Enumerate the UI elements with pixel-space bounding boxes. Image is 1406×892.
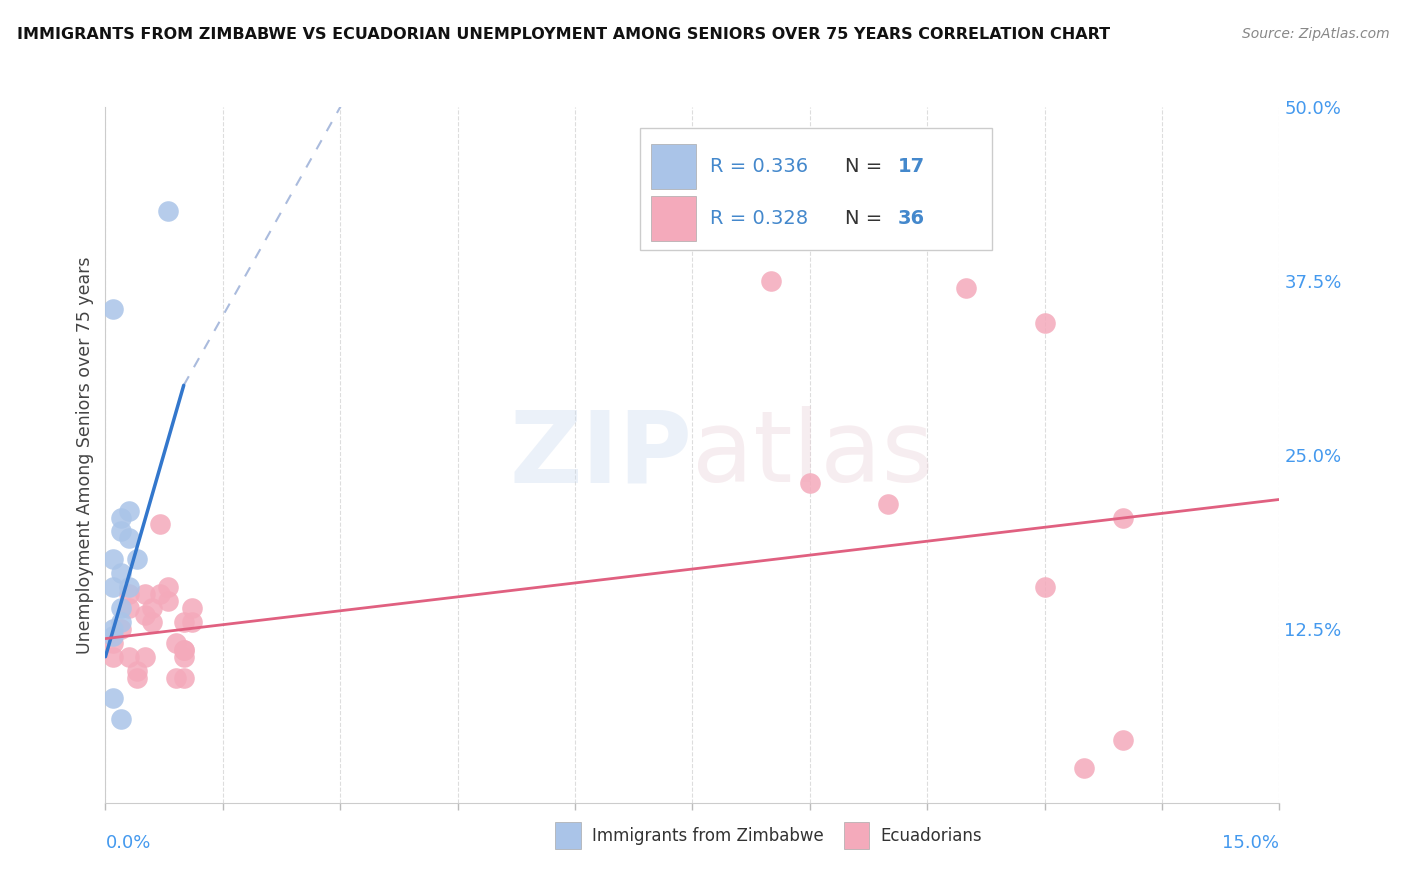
- Point: [799, 475, 821, 490]
- Point: [141, 615, 163, 629]
- Point: [110, 524, 132, 539]
- Text: 17: 17: [898, 157, 925, 176]
- Point: [759, 274, 782, 288]
- Point: [180, 615, 202, 629]
- Point: [103, 649, 125, 664]
- Point: [103, 622, 125, 636]
- Point: [180, 601, 202, 615]
- Point: [110, 601, 132, 615]
- Point: [157, 594, 180, 608]
- Point: [157, 580, 180, 594]
- Point: [165, 671, 187, 685]
- Point: [173, 649, 195, 664]
- Point: [141, 601, 163, 615]
- Text: Source: ZipAtlas.com: Source: ZipAtlas.com: [1241, 27, 1389, 41]
- Text: R = 0.328: R = 0.328: [710, 209, 808, 227]
- Point: [118, 601, 141, 615]
- Text: Ecuadorians: Ecuadorians: [880, 827, 981, 845]
- Point: [125, 552, 148, 566]
- Point: [118, 532, 141, 546]
- Y-axis label: Unemployment Among Seniors over 75 years: Unemployment Among Seniors over 75 years: [76, 256, 94, 654]
- Point: [118, 580, 141, 594]
- FancyBboxPatch shape: [640, 128, 991, 250]
- Point: [103, 629, 125, 643]
- Point: [165, 636, 187, 650]
- Point: [103, 691, 125, 706]
- Point: [125, 664, 148, 678]
- Point: [118, 649, 141, 664]
- Text: ZIP: ZIP: [509, 407, 693, 503]
- Point: [173, 671, 195, 685]
- Point: [103, 636, 125, 650]
- Text: Immigrants from Zimbabwe: Immigrants from Zimbabwe: [592, 827, 824, 845]
- Point: [118, 503, 141, 517]
- Point: [173, 615, 195, 629]
- Point: [173, 642, 195, 657]
- Point: [110, 615, 132, 629]
- Text: R = 0.336: R = 0.336: [710, 157, 808, 176]
- Point: [134, 649, 156, 664]
- Point: [110, 566, 132, 581]
- Point: [149, 587, 172, 601]
- Point: [103, 580, 125, 594]
- Text: IMMIGRANTS FROM ZIMBABWE VS ECUADORIAN UNEMPLOYMENT AMONG SENIORS OVER 75 YEARS : IMMIGRANTS FROM ZIMBABWE VS ECUADORIAN U…: [17, 27, 1109, 42]
- Text: atlas: atlas: [693, 407, 934, 503]
- Point: [103, 301, 125, 316]
- Text: 15.0%: 15.0%: [1222, 834, 1279, 852]
- Point: [125, 671, 148, 685]
- Text: 0.0%: 0.0%: [105, 834, 150, 852]
- Point: [103, 552, 125, 566]
- Point: [110, 622, 132, 636]
- Point: [1112, 733, 1135, 747]
- Point: [1033, 316, 1056, 330]
- Point: [110, 510, 132, 524]
- Point: [1033, 580, 1056, 594]
- Text: 36: 36: [898, 209, 925, 227]
- Text: N =: N =: [845, 209, 889, 227]
- Point: [643, 184, 665, 198]
- Point: [955, 281, 977, 295]
- Point: [149, 517, 172, 532]
- Point: [1112, 510, 1135, 524]
- Point: [877, 497, 900, 511]
- Point: [1073, 761, 1095, 775]
- Point: [157, 204, 180, 219]
- Text: N =: N =: [845, 157, 889, 176]
- Point: [173, 642, 195, 657]
- Point: [134, 587, 156, 601]
- Point: [118, 587, 141, 601]
- FancyBboxPatch shape: [651, 144, 696, 189]
- Point: [110, 712, 132, 726]
- FancyBboxPatch shape: [651, 195, 696, 241]
- Point: [134, 607, 156, 622]
